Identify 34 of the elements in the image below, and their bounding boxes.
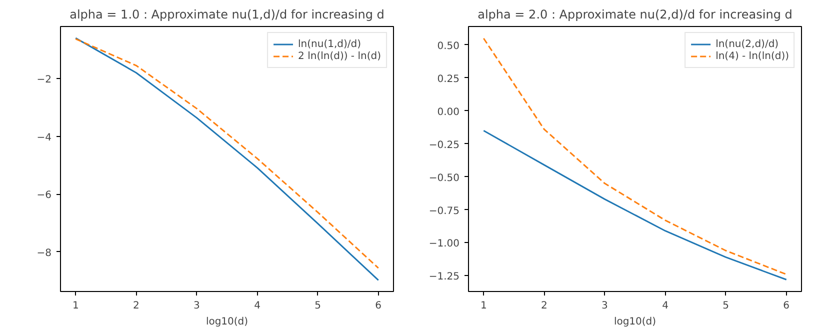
x-tick-label: 2 (541, 300, 548, 312)
x-tick-label: 2 (133, 300, 140, 312)
y-tick-label: −0.50 (428, 172, 460, 184)
chart-title: alpha = 1.0 : Approximate nu(1,d)/d for increasing d (70, 8, 384, 22)
x-tick-label: 4 (662, 300, 668, 312)
x-tick-label: 5 (314, 300, 322, 312)
x-tick-label: 6 (783, 300, 790, 312)
legend-label: ln(4) - ln(ln(d)) (716, 50, 789, 62)
y-tick-label: −1.00 (428, 238, 460, 250)
y-tick-label: −0.75 (428, 206, 460, 217)
y-tick-label: 0.00 (437, 106, 460, 118)
y-tick-label: 0.50 (437, 40, 460, 52)
x-tick-label: 1 (72, 300, 79, 312)
y-tick-label: −2 (36, 74, 52, 86)
y-tick-label: −4 (36, 132, 52, 144)
x-axis-title: log10(d) (206, 316, 248, 328)
y-tick-label: −0.25 (428, 140, 460, 151)
y-tick-label: −6 (36, 190, 52, 202)
legend-label: 2 ln(ln(d)) - ln(d) (298, 50, 381, 62)
x-tick-label: 6 (375, 300, 382, 312)
x-tick-label: 1 (480, 300, 487, 312)
y-tick-label: −1.25 (428, 272, 460, 283)
x-tick-label: 3 (194, 300, 200, 312)
x-tick-label: 4 (254, 300, 260, 312)
chart-title: alpha = 2.0 : Approximate nu(2,d)/d for increasing d (478, 8, 792, 22)
line-series (482, 38, 788, 276)
x-axis-title: log10(d) (614, 316, 656, 328)
y-tick-label: 0.25 (437, 74, 460, 85)
x-tick-label: 5 (722, 300, 730, 312)
legend-label: ln(nu(1,d)/d) (298, 38, 362, 50)
line-series (482, 130, 788, 280)
y-tick-label: −8 (36, 248, 52, 259)
x-tick-label: 3 (602, 300, 608, 312)
legend-label: ln(nu(2,d)/d) (716, 38, 779, 50)
